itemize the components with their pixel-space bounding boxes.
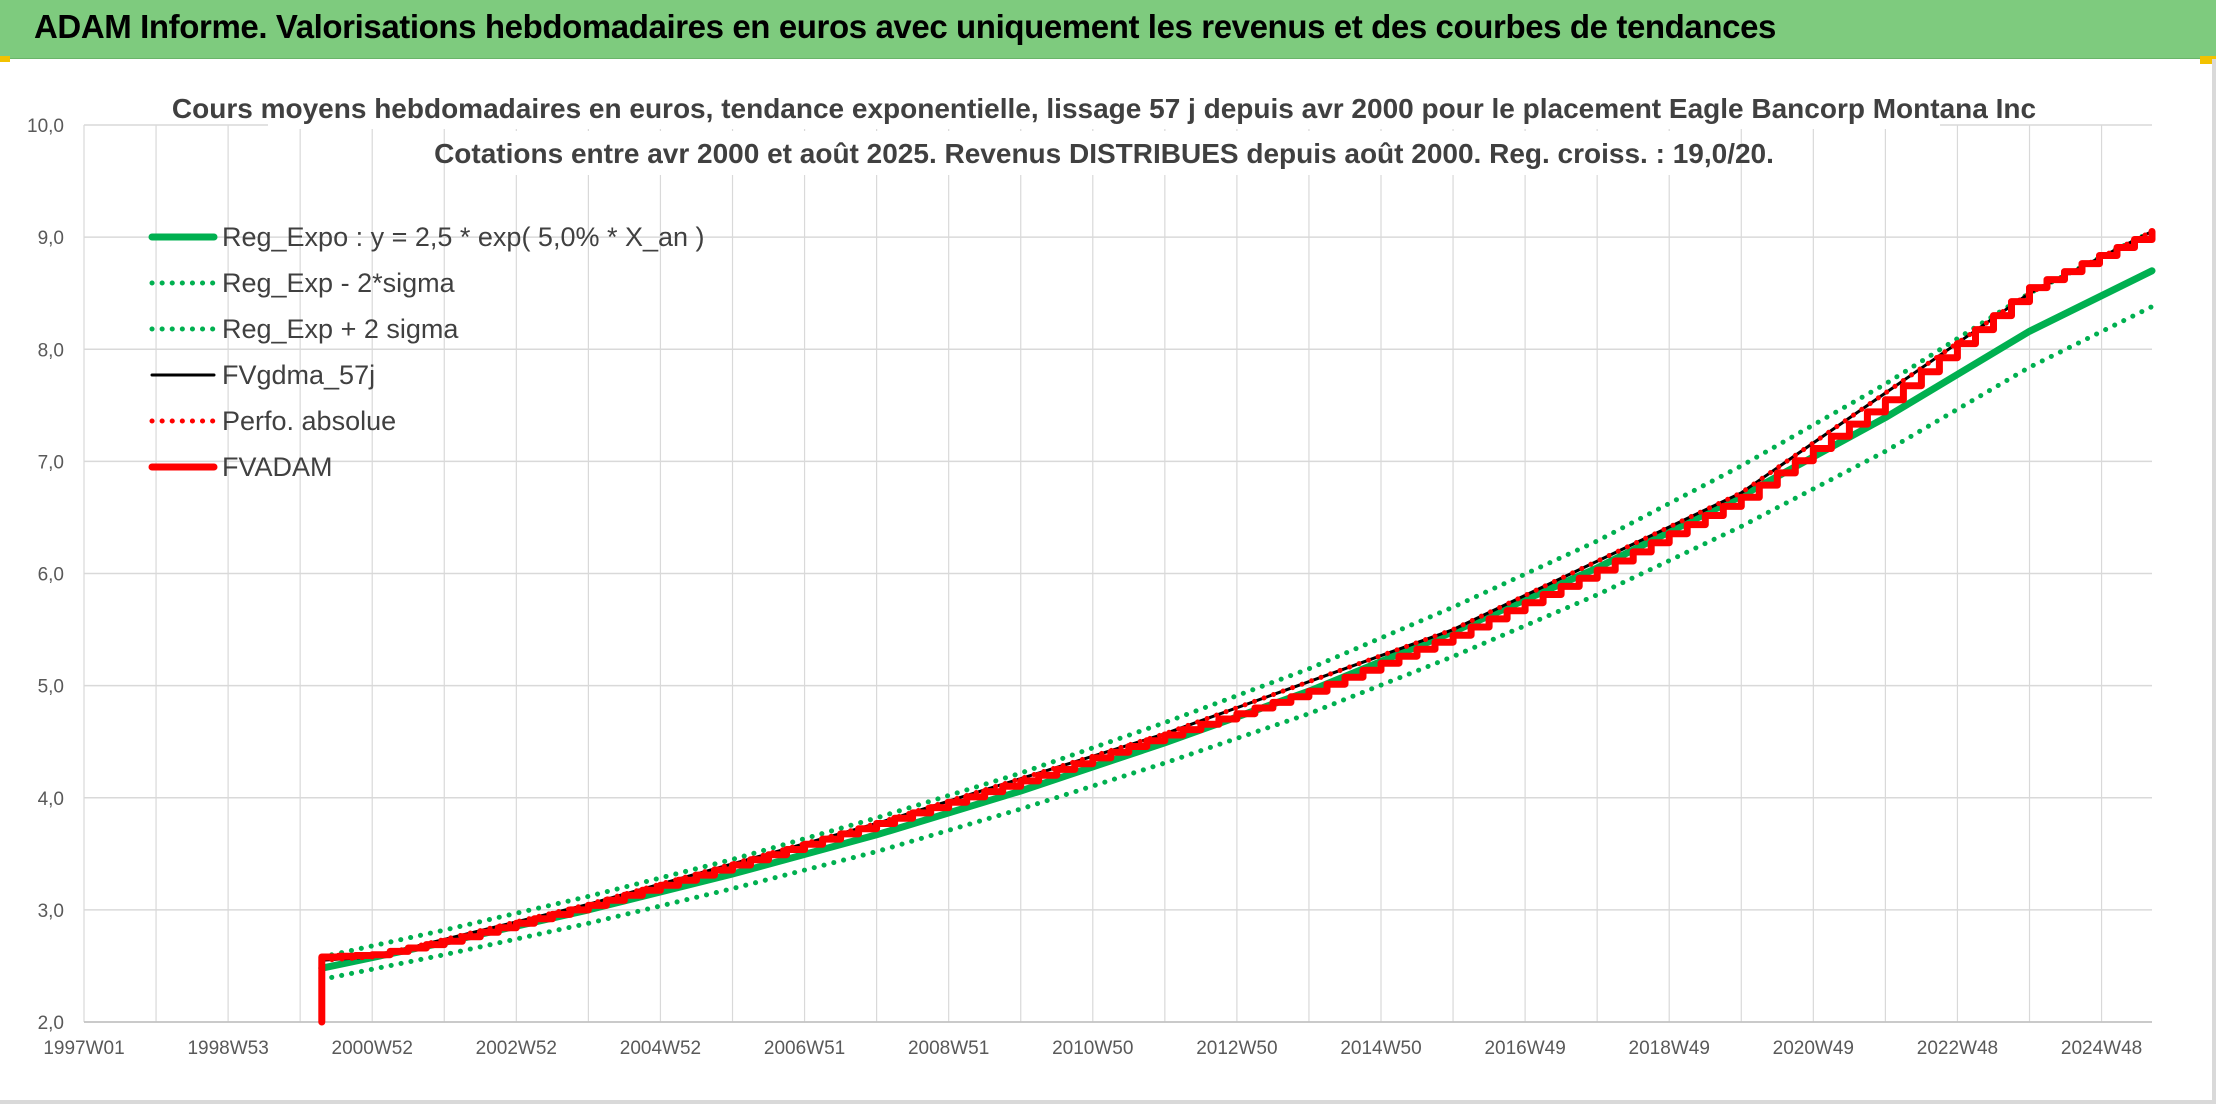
- x-tick-label: 2018W49: [1629, 1038, 1710, 1059]
- gridlines: [83, 124, 2152, 1023]
- x-tick-label: 2010W50: [1052, 1038, 1133, 1059]
- y-tick-label: 2,0: [38, 1013, 64, 1034]
- y-tick-label: 3,0: [38, 901, 64, 922]
- chart: 2,0 3,0 4,0 5,0 6,0 7,0 8,0 9,0 10,0 1997W01 1998…: [27, 85, 2156, 1059]
- y-tick-label: 10,0: [27, 116, 64, 137]
- x-tick-label: 1998W53: [187, 1038, 268, 1059]
- x-axis-ticks: 1997W01 1998W53 2000W52 2002W52 2004W52 2006W…: [43, 1038, 2142, 1059]
- title-bg-line2: [500, 131, 1708, 175]
- chart-title-line1: Cours moyens hebdomadaires en euros, ten…: [172, 93, 2036, 124]
- x-tick-label: 2002W52: [476, 1038, 557, 1059]
- chart-title-line2: Cotations entre avr 2000 et août 2025. R…: [434, 138, 1774, 169]
- legend-label: Reg_Expo : y = 2,5 * exp( 5,0% * X_an ): [222, 222, 705, 252]
- corner-accent-right: [2200, 56, 2216, 64]
- y-tick-label: 7,0: [38, 452, 64, 473]
- legend: Reg_Expo : y = 2,5 * exp( 5,0% * X_an ) R…: [148, 222, 705, 482]
- y-tick-label: 8,0: [38, 340, 64, 361]
- series-lines: [318, 228, 2156, 1026]
- title-bg-line1: [268, 85, 1940, 129]
- series-line-5: [318, 228, 2156, 1026]
- corner-accent-left: [0, 56, 10, 62]
- x-tick-label: 2016W49: [1484, 1038, 1565, 1059]
- x-tick-label: 2006W51: [764, 1038, 845, 1059]
- x-tick-label: 1997W01: [43, 1038, 124, 1059]
- x-tick-label: 2022W48: [1917, 1038, 1998, 1059]
- header-banner: ADAM Informe. Valorisations hebdomadaire…: [0, 0, 2216, 59]
- y-tick-label: 6,0: [38, 565, 64, 586]
- series-line-2: [319, 229, 2155, 960]
- chart-frame: 2,0 3,0 4,0 5,0 6,0 7,0 8,0 9,0 10,0 1997W01 1998…: [0, 59, 2216, 1104]
- legend-label: Reg_Exp - 2*sigma: [222, 268, 456, 298]
- x-tick-label: 2020W49: [1773, 1038, 1854, 1059]
- legend-label: Reg_Exp + 2 sigma: [222, 314, 459, 344]
- x-tick-label: 2024W48: [2061, 1038, 2142, 1059]
- y-tick-label: 9,0: [38, 228, 64, 249]
- x-tick-label: 2004W52: [620, 1038, 701, 1059]
- y-tick-label: 5,0: [38, 677, 64, 698]
- x-tick-label: 2000W52: [332, 1038, 413, 1059]
- x-tick-label: 2008W51: [908, 1038, 989, 1059]
- chart-title-background: [268, 85, 1940, 175]
- x-tick-label: 2014W50: [1340, 1038, 1421, 1059]
- y-axis-ticks: 2,0 3,0 4,0 5,0 6,0 7,0 8,0 9,0 10,0: [27, 116, 64, 1034]
- page-title: ADAM Informe. Valorisations hebdomadaire…: [34, 8, 1776, 45]
- x-tick-label: 2012W50: [1196, 1038, 1277, 1059]
- legend-label: FVADAM: [222, 452, 333, 482]
- legend-label: Perfo. absolue: [222, 406, 396, 436]
- y-tick-label: 4,0: [38, 789, 64, 810]
- series-line-1: [319, 304, 2155, 982]
- legend-label: FVgdma_57j: [222, 360, 375, 390]
